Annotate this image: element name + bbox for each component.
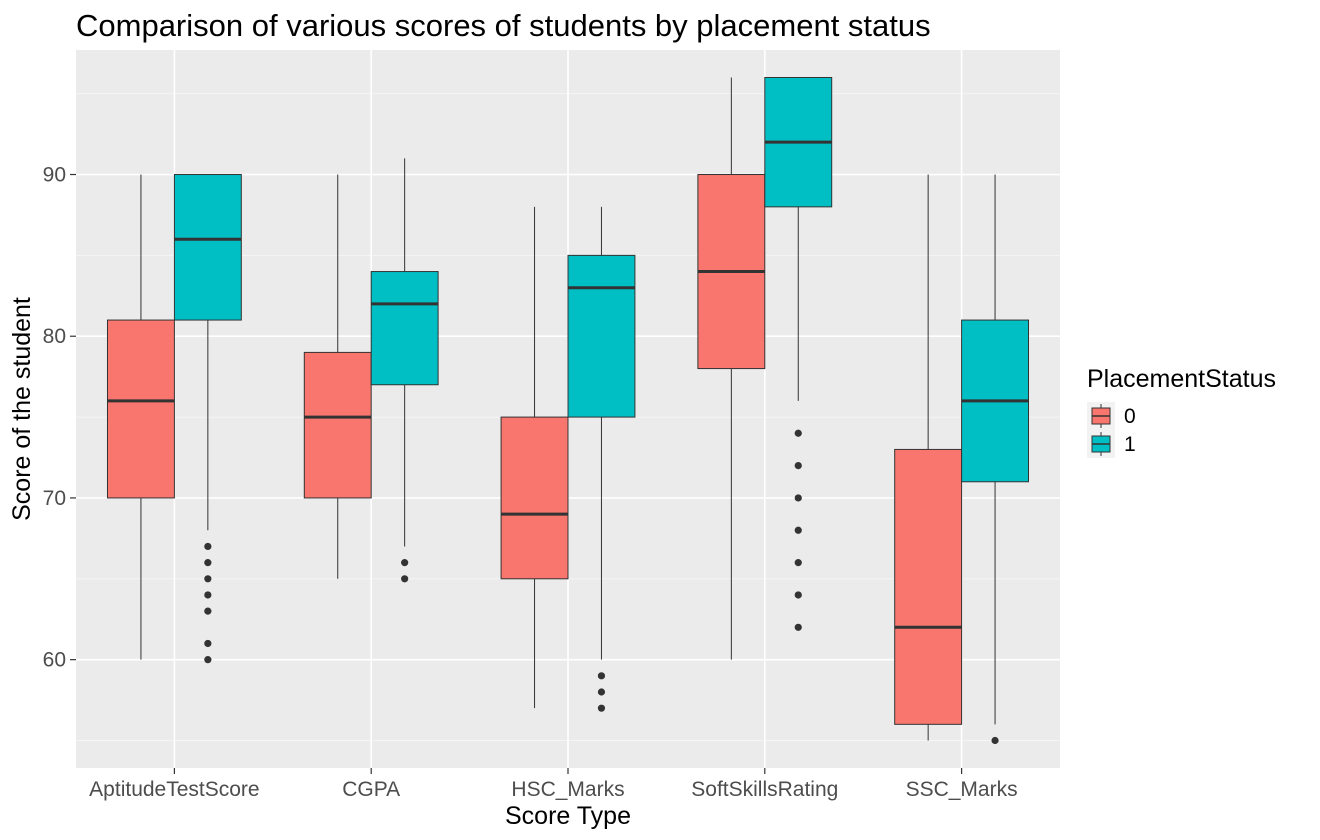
outlier-point bbox=[794, 623, 802, 631]
legend: PlacementStatus 0 1 bbox=[1087, 365, 1276, 458]
outlier-point bbox=[204, 591, 212, 599]
box-iqr bbox=[173, 174, 242, 321]
outlier-point bbox=[794, 494, 802, 502]
legend-key-0 bbox=[1087, 402, 1115, 430]
box-iqr bbox=[303, 351, 372, 499]
box-CGPA-group-1 bbox=[370, 158, 439, 583]
box-SSC_Marks-group-1 bbox=[961, 174, 1030, 745]
box-HSC_Marks-group-0 bbox=[500, 206, 569, 709]
outlier-point bbox=[204, 639, 212, 648]
chart-title: Comparison of various scores of students… bbox=[76, 8, 931, 43]
box-SoftSkillsRating-group-1 bbox=[764, 76, 833, 631]
box-CGPA-group-0 bbox=[303, 174, 372, 579]
outlier-point bbox=[597, 672, 606, 680]
legend-label: 1 bbox=[1124, 433, 1136, 456]
x-axis: AptitudeTestScore CGPA HSC_Marks SoftSkills… bbox=[89, 768, 1018, 801]
y-tick-label: 70 bbox=[43, 487, 66, 510]
box-HSC_Marks-group-1 bbox=[567, 206, 636, 712]
outlier-point bbox=[794, 526, 802, 534]
x-tick-label: HSC_Marks bbox=[511, 778, 624, 801]
outlier-point bbox=[204, 542, 212, 551]
x-tick-label: CGPA bbox=[342, 778, 400, 801]
legend-key-1 bbox=[1087, 430, 1115, 458]
outlier-point bbox=[401, 575, 409, 583]
box-SSC_Marks-group-0 bbox=[894, 174, 963, 741]
outlier-point bbox=[597, 704, 606, 712]
box-iqr bbox=[500, 416, 569, 580]
outlier-point bbox=[794, 559, 802, 567]
y-axis: 60 70 80 90 bbox=[43, 164, 76, 672]
x-tick-label: AptitudeTestScore bbox=[89, 778, 259, 801]
legend-title: PlacementStatus bbox=[1087, 365, 1276, 393]
box-SoftSkillsRating-group-0 bbox=[697, 77, 766, 660]
outlier-point bbox=[794, 461, 802, 470]
outlier-point bbox=[204, 575, 212, 583]
outlier-point bbox=[794, 429, 802, 437]
outlier-point bbox=[991, 736, 999, 745]
y-axis-title: Score of the student bbox=[8, 297, 36, 521]
x-axis-title: Score Type bbox=[505, 802, 631, 830]
y-tick-label: 60 bbox=[43, 649, 66, 672]
outlier-point bbox=[401, 559, 409, 567]
x-tick-label: SSC_Marks bbox=[906, 778, 1018, 801]
box-iqr bbox=[370, 271, 439, 386]
box-iqr bbox=[106, 319, 175, 499]
outlier-point bbox=[204, 607, 212, 615]
box-iqr bbox=[894, 448, 963, 725]
y-tick-label: 90 bbox=[43, 164, 66, 187]
outlier-point bbox=[597, 688, 606, 696]
box-layer bbox=[106, 76, 1030, 745]
y-tick-label: 80 bbox=[43, 325, 66, 348]
legend-label: 0 bbox=[1124, 405, 1136, 428]
outlier-point bbox=[204, 656, 212, 664]
box-iqr bbox=[567, 254, 636, 418]
box-AptitudeTestScore-group-0 bbox=[106, 174, 175, 660]
x-tick-label: SoftSkillsRating bbox=[691, 778, 838, 801]
box-AptitudeTestScore-group-1 bbox=[173, 174, 242, 664]
outlier-point bbox=[794, 591, 802, 599]
outlier-point bbox=[204, 559, 212, 567]
